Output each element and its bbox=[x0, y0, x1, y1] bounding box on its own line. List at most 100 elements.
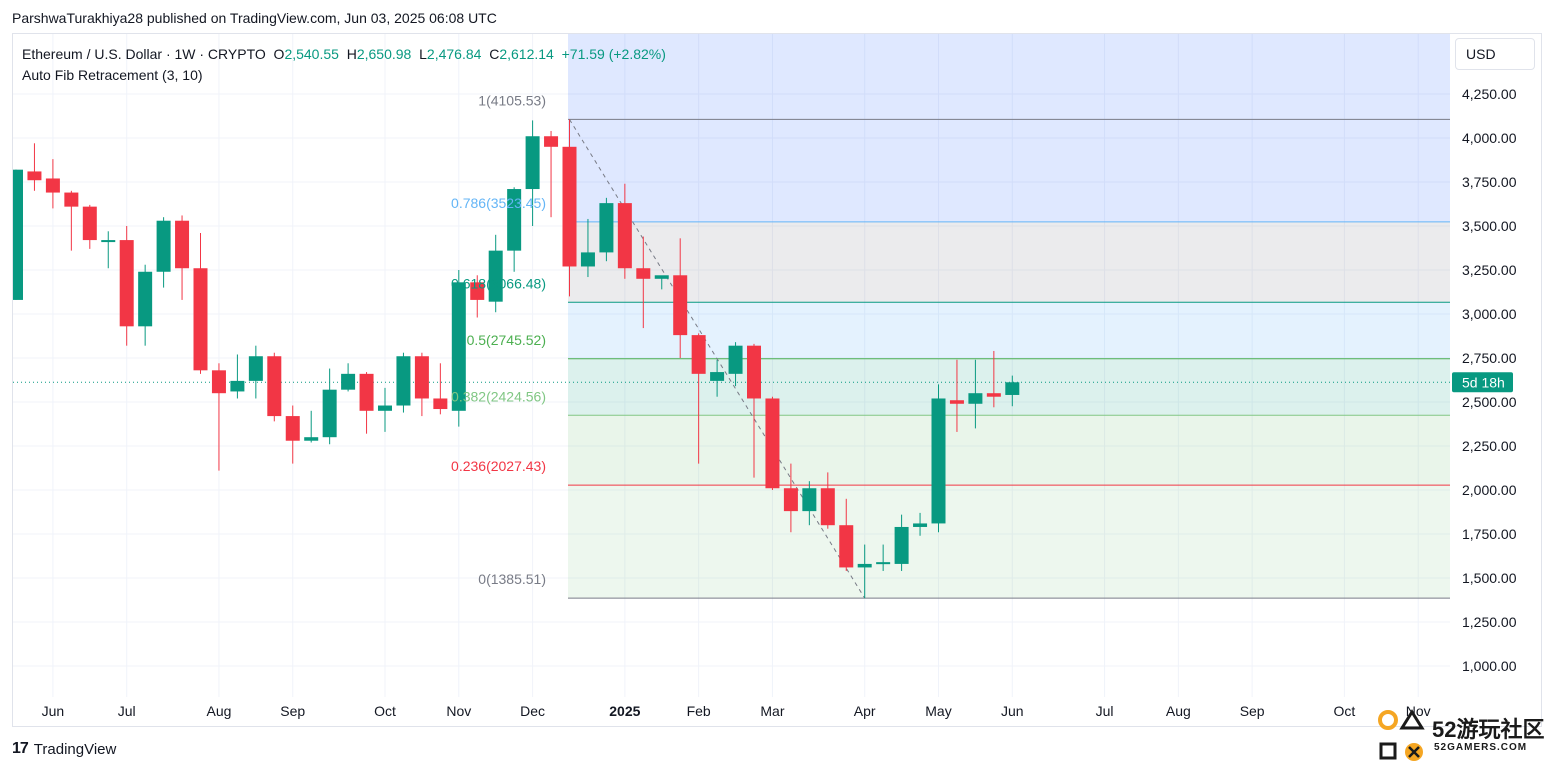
fib-band bbox=[568, 415, 1450, 486]
close-value: 2,612.14 bbox=[499, 46, 554, 62]
open-value: 2,540.55 bbox=[284, 46, 339, 62]
candle-body[interactable] bbox=[451, 282, 466, 411]
fib-level-label: 0.618(3066.48) bbox=[451, 275, 546, 291]
candle-body[interactable] bbox=[414, 356, 429, 399]
fib-level-label: 0.236(2027.43) bbox=[451, 458, 546, 474]
time-tick-label: Oct bbox=[1334, 703, 1356, 719]
time-tick-label: Oct bbox=[374, 703, 396, 719]
price-tick-label: 2,750.00 bbox=[1462, 350, 1517, 366]
symbol-title[interactable]: Ethereum / U.S. Dollar · 1W · CRYPTO bbox=[22, 46, 266, 62]
candle-body[interactable] bbox=[267, 356, 282, 417]
candle-body[interactable] bbox=[562, 146, 577, 267]
candle-body[interactable] bbox=[857, 563, 872, 568]
candle-body[interactable] bbox=[544, 136, 559, 147]
price-tick-label: 3,750.00 bbox=[1462, 174, 1517, 190]
tradingview-brand: TradingView bbox=[33, 740, 117, 758]
price-tick-label: 3,250.00 bbox=[1462, 262, 1517, 278]
candle-body[interactable] bbox=[931, 398, 946, 524]
close-label: C bbox=[489, 46, 500, 62]
candle-body[interactable] bbox=[64, 192, 79, 207]
candle-body[interactable] bbox=[673, 275, 688, 336]
candle-body[interactable] bbox=[525, 136, 540, 190]
candle-body[interactable] bbox=[580, 252, 595, 267]
candle-body[interactable] bbox=[470, 282, 485, 300]
candle-body[interactable] bbox=[433, 398, 448, 410]
candle-body[interactable] bbox=[82, 206, 97, 241]
candle-body[interactable] bbox=[304, 437, 319, 441]
candle-body[interactable] bbox=[27, 171, 42, 181]
price-tick-label: 2,250.00 bbox=[1462, 438, 1517, 454]
candle-body[interactable] bbox=[765, 398, 780, 489]
candle-body[interactable] bbox=[599, 203, 614, 253]
chart-legend: Ethereum / U.S. Dollar · 1W · CRYPTO O2,… bbox=[22, 44, 666, 86]
candle-body[interactable] bbox=[949, 400, 964, 404]
price-tick-label: 3,500.00 bbox=[1462, 218, 1517, 234]
candle-body[interactable] bbox=[230, 380, 245, 392]
indicator-label[interactable]: Auto Fib Retracement (3, 10) bbox=[22, 67, 203, 83]
candle-body[interactable] bbox=[728, 345, 743, 374]
fib-band bbox=[568, 221, 1450, 303]
candle-body[interactable] bbox=[378, 405, 392, 411]
candle-body[interactable] bbox=[341, 373, 356, 390]
candle-body[interactable] bbox=[507, 189, 522, 251]
countdown-badge bbox=[1452, 372, 1513, 393]
candle-body[interactable] bbox=[193, 268, 208, 371]
candle-body[interactable] bbox=[359, 373, 374, 411]
fib-level-label: 0.786(3523.45) bbox=[451, 195, 546, 211]
candle-body[interactable] bbox=[45, 178, 60, 193]
time-tick-label: Nov bbox=[1406, 703, 1431, 719]
time-tick-label: Aug bbox=[1166, 703, 1191, 719]
fib-band bbox=[568, 302, 1450, 359]
high-label: H bbox=[346, 46, 357, 62]
candle-body[interactable] bbox=[119, 240, 134, 327]
candle-body[interactable] bbox=[617, 203, 632, 269]
candle-body[interactable] bbox=[710, 372, 725, 381]
candle-body[interactable] bbox=[968, 393, 983, 404]
tradingview-logo[interactable]: 17 TradingView bbox=[12, 740, 116, 758]
candle-body[interactable] bbox=[913, 523, 928, 527]
time-tick-label: Jul bbox=[118, 703, 136, 719]
candle-body[interactable] bbox=[285, 416, 300, 441]
time-tick-label: Feb bbox=[687, 703, 711, 719]
fib-level-label: 1(4105.53) bbox=[478, 92, 546, 108]
time-tick-label: May bbox=[925, 703, 951, 719]
candle-body[interactable] bbox=[9, 169, 23, 300]
candle-body[interactable] bbox=[396, 356, 411, 406]
candle-body[interactable] bbox=[783, 488, 798, 512]
currency-button[interactable]: USD bbox=[1455, 38, 1535, 70]
candle-body[interactable] bbox=[876, 562, 891, 565]
chart-frame bbox=[12, 33, 1542, 727]
candle-body[interactable] bbox=[747, 345, 761, 399]
candle-body[interactable] bbox=[138, 271, 153, 327]
candle-body[interactable] bbox=[211, 370, 226, 394]
candle-body[interactable] bbox=[488, 250, 503, 302]
time-tick-label: Sep bbox=[280, 703, 305, 719]
fib-band bbox=[568, 34, 1450, 222]
time-tick-label: Aug bbox=[206, 703, 231, 719]
time-tick-label: Sep bbox=[1240, 703, 1265, 719]
candle-body[interactable] bbox=[820, 488, 835, 526]
candle-body[interactable] bbox=[839, 525, 854, 568]
candle-body[interactable] bbox=[322, 389, 337, 438]
time-tick-label: Jun bbox=[42, 703, 65, 719]
candle-body[interactable] bbox=[691, 335, 706, 374]
candle-body[interactable] bbox=[894, 526, 909, 564]
time-tick-label: Mar bbox=[760, 703, 784, 719]
candle-body[interactable] bbox=[802, 488, 817, 512]
candle-body[interactable] bbox=[654, 275, 669, 279]
candle-body[interactable] bbox=[101, 240, 116, 243]
time-tick-label: Apr bbox=[854, 703, 876, 719]
candle-body[interactable] bbox=[248, 356, 263, 381]
candle-body[interactable] bbox=[175, 220, 190, 269]
watermark-logo-icon bbox=[1378, 709, 1425, 761]
candle-body[interactable] bbox=[156, 220, 171, 272]
candle-body[interactable] bbox=[1005, 382, 1020, 395]
price-tick-label: 1,250.00 bbox=[1462, 614, 1517, 630]
price-tick-label: 2,500.00 bbox=[1462, 394, 1517, 410]
price-tick-label: 3,000.00 bbox=[1462, 306, 1517, 322]
symbol-ohlc-line: Ethereum / U.S. Dollar · 1W · CRYPTO O2,… bbox=[22, 44, 666, 65]
candle-body[interactable] bbox=[636, 268, 651, 279]
candle-body[interactable] bbox=[986, 393, 1001, 397]
candles-group bbox=[9, 119, 1020, 599]
